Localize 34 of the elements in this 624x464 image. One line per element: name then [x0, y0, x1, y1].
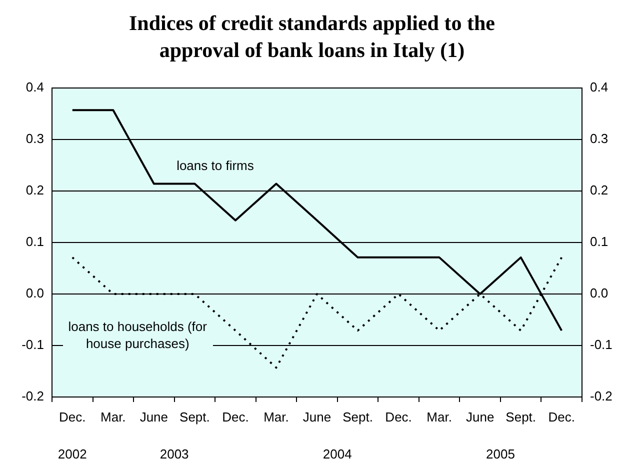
y2-tick-label: 0.4	[590, 80, 608, 95]
y2-tick-label: -0.1	[590, 337, 612, 352]
x-tick-label: Mar.	[426, 409, 452, 424]
x-tick-label: Dec.	[59, 409, 86, 424]
text: 2002	[58, 446, 87, 462]
x-tick-label: Sept.	[506, 409, 536, 424]
y-tick-label: 0.0	[26, 286, 44, 301]
x-tick-label: June	[302, 409, 332, 424]
y2-tick-label: 0.1	[590, 234, 608, 250]
series-label: loans to households (for house purchases)	[62, 318, 213, 352]
x-tick-label: Dec.	[385, 409, 412, 424]
text: 2003	[160, 446, 189, 462]
x-tick-label: Dec.	[222, 409, 249, 424]
chart-title: Indices of credit standards applied to the approval of bank loans in Italy (1)	[128, 10, 496, 64]
x-tick-label: Sept.	[342, 409, 373, 424]
text: 2005	[486, 446, 515, 462]
x-tick-label: Dec.	[548, 409, 575, 424]
x-tick-label: Mar.	[100, 409, 126, 424]
y-tick-label: 0.2	[26, 182, 44, 198]
y-tick-label: 0.3	[26, 131, 44, 146]
y2-tick-label: 0.0	[590, 286, 608, 301]
series-label: loans to firms	[176, 156, 254, 174]
x-tick-label: June	[466, 409, 494, 424]
y2-tick-label: 0.3	[590, 131, 608, 146]
x-tick-label: June	[140, 409, 168, 424]
y2-tick-label: -0.2	[590, 388, 612, 404]
y-tick-label: -0.2	[22, 388, 44, 404]
y2-tick-label: 0.2	[590, 182, 608, 198]
y-tick-label: 0.1	[26, 234, 44, 250]
y-tick-label: 0.4	[26, 80, 44, 95]
y-tick-label: -0.1	[22, 337, 44, 352]
x-tick-label: Sept.	[180, 409, 210, 424]
x-tick-label: Mar.	[264, 409, 289, 424]
text: 2004	[322, 446, 352, 462]
